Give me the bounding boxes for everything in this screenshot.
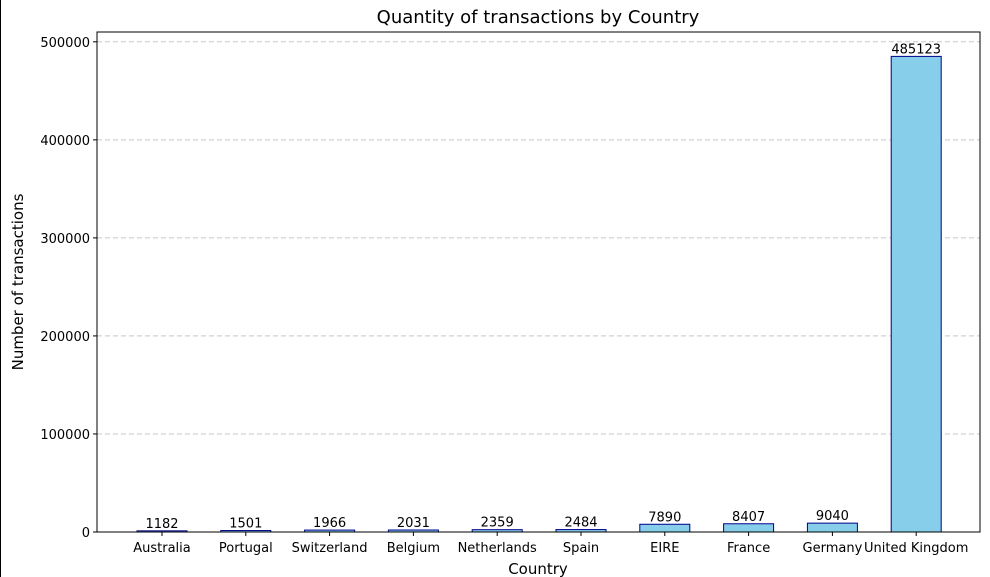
- gridlines: [97, 41, 980, 435]
- window-edge: [0, 0, 1, 577]
- y-tick-label: 200000: [40, 330, 90, 345]
- x-tick-label: Australia: [133, 541, 191, 556]
- y-tick-label: 300000: [40, 232, 90, 247]
- bar-united-kingdom: [890, 55, 942, 533]
- data-label: 9040: [816, 509, 849, 524]
- y-axis-ticks: 0 100000 200000 300000 400000 500000: [40, 36, 97, 541]
- bar-germany: [806, 522, 858, 533]
- x-tick-label: Germany: [803, 541, 863, 556]
- y-tick-label: 100000: [40, 428, 90, 443]
- data-label: 2359: [481, 516, 514, 531]
- plot-frame: [96, 31, 981, 533]
- x-tick-label: France: [727, 541, 770, 556]
- data-label: 2484: [564, 516, 597, 531]
- bar-eire: [639, 523, 691, 533]
- y-tick-label: 500000: [40, 36, 90, 51]
- data-label: 7890: [648, 510, 681, 525]
- data-label: 1501: [229, 517, 262, 532]
- x-tick-label: Netherlands: [458, 541, 537, 556]
- x-tick-label: Portugal: [219, 541, 273, 556]
- x-tick-label: Switzerland: [292, 541, 368, 556]
- data-labels: 1182 1501 1966 2031 2359 2484 7890 8407 9040 4851…: [145, 42, 941, 531]
- bar-france: [723, 523, 775, 533]
- data-label: 1182: [145, 517, 178, 532]
- x-tick-label: United Kingdom: [864, 541, 968, 556]
- y-tick-label: 400000: [40, 134, 90, 149]
- y-tick-label: 0: [82, 526, 90, 541]
- y-axis-title: Number of transactions: [9, 193, 27, 370]
- data-label: 1966: [313, 516, 346, 531]
- x-tick-label: Belgium: [387, 541, 440, 556]
- bars: [136, 55, 942, 533]
- x-tick-label: Spain: [563, 541, 599, 556]
- data-label: 2031: [397, 516, 430, 531]
- data-label: 8407: [732, 510, 765, 525]
- x-axis-ticks: Australia Portugal Switzerland Belgium Nethe…: [133, 532, 968, 556]
- data-label: 485123: [891, 42, 941, 57]
- chart-title: Quantity of transactions by Country: [377, 7, 700, 28]
- x-tick-label: EIRE: [650, 541, 679, 556]
- x-axis-title: Country: [508, 560, 568, 577]
